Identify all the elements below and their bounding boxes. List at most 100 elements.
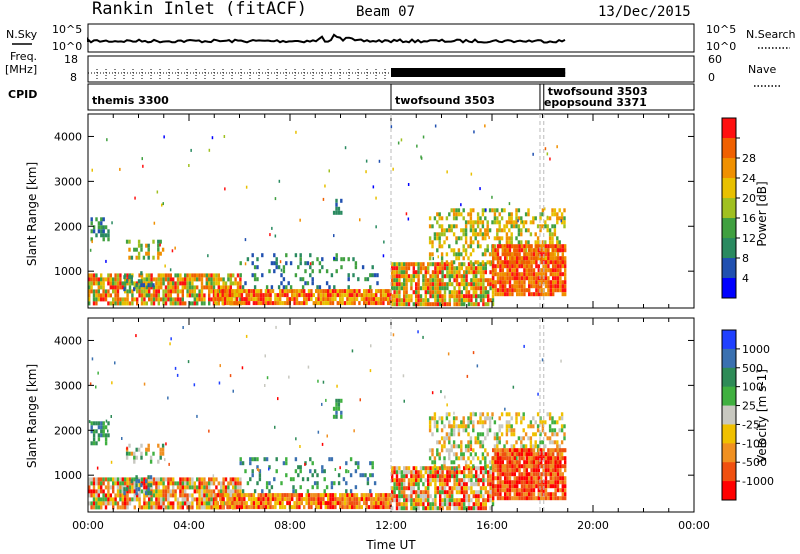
heatmap-cell (140, 279, 143, 284)
heatmap-cell (524, 228, 528, 233)
heatmap-cell (138, 281, 141, 286)
heatmap-cell (429, 474, 432, 479)
heatmap-cell (462, 232, 465, 237)
heatmap-cell (532, 484, 536, 489)
heatmap-cell (472, 290, 475, 295)
heatmap-cell (556, 468, 560, 473)
heatmap-cell (443, 502, 447, 507)
heatmap-cell (335, 269, 338, 274)
heatmap-cell (513, 452, 516, 457)
heatmap-cell (518, 244, 521, 249)
heatmap-cell (508, 292, 512, 297)
heatmap-cell (564, 460, 567, 465)
heatmap-cell (278, 179, 281, 183)
heatmap-cell (334, 468, 337, 471)
heatmap-cell (149, 491, 153, 496)
heatmap-cell (227, 277, 230, 282)
heatmap-cell (494, 268, 497, 273)
heatmap-cell (95, 497, 98, 502)
power-ylabel: Slant Range [km] (25, 162, 39, 266)
heatmap-cell (563, 220, 566, 225)
heatmap-cell (561, 464, 564, 469)
heatmap-cell (323, 489, 326, 494)
x-tick-label: 00:00 (678, 519, 710, 532)
heatmap-cell (504, 256, 507, 261)
heatmap-cell (188, 477, 192, 482)
heatmap-cell (523, 272, 526, 277)
heatmap-cell (516, 288, 519, 293)
heatmap-cell (233, 493, 236, 498)
heatmap-cell (553, 208, 557, 213)
heatmap-cell (288, 501, 291, 506)
heatmap-cell (95, 429, 98, 434)
heatmap-cell (121, 505, 124, 510)
heatmap-cell (124, 289, 127, 294)
heatmap-cell (262, 301, 265, 306)
heatmap-cell (196, 293, 199, 298)
heatmap-cell (319, 501, 323, 506)
heatmap-cell (548, 412, 552, 417)
heatmap-cell (443, 228, 446, 233)
heatmap-cell (434, 290, 437, 295)
heatmap-cell (443, 262, 447, 267)
heatmap-cell (541, 358, 544, 362)
heatmap-cell (544, 284, 548, 289)
heatmap-cell (236, 273, 240, 278)
heatmap-cell (438, 456, 441, 461)
heatmap-cell (169, 268, 172, 272)
heatmap-cell (488, 252, 492, 257)
colorbar-segment (722, 158, 736, 179)
colorbar-segment (722, 258, 736, 279)
heatmap-cell (310, 497, 313, 502)
heatmap-cell (353, 505, 356, 510)
heatmap-cell (524, 248, 528, 253)
heatmap-cell (476, 436, 480, 441)
heatmap-cell (544, 147, 547, 151)
heatmap-cell (467, 302, 471, 307)
heatmap-cell (255, 501, 258, 506)
heatmap-cell (553, 252, 557, 257)
heatmap-cell (142, 164, 144, 168)
heatmap-cell (137, 447, 141, 452)
heatmap-cell (275, 257, 278, 262)
heatmap-cell (339, 301, 342, 306)
heatmap-cell (482, 498, 485, 503)
heatmap-cell (274, 497, 277, 502)
heatmap-cell (398, 298, 401, 303)
heatmap-cell (547, 448, 550, 453)
heatmap-cell (494, 248, 497, 253)
heatmap-cell (348, 289, 351, 294)
heatmap-cell (431, 274, 435, 279)
heatmap-cell (395, 282, 399, 287)
heatmap-cell (436, 270, 439, 275)
heatmap-cell (450, 228, 453, 233)
heatmap-cell (443, 302, 447, 307)
heatmap-cell (537, 288, 540, 293)
heatmap-cell (343, 293, 347, 298)
heatmap-cell (181, 501, 184, 506)
heatmap-cell (232, 485, 235, 490)
heatmap-cell (186, 485, 189, 490)
heatmap-cell (291, 505, 294, 510)
heatmap-cell (205, 481, 208, 486)
heatmap-cell (556, 452, 560, 457)
heatmap-cell (193, 485, 196, 490)
heatmap-cell (97, 225, 101, 230)
heatmap-cell (530, 456, 533, 461)
heatmap-cell (104, 289, 108, 294)
heatmap-cell (283, 505, 287, 510)
heatmap-cell (532, 248, 536, 253)
heatmap-cell (279, 501, 282, 506)
heatmap-cell (433, 460, 437, 465)
heatmap-cell (128, 277, 132, 282)
heatmap-cell (448, 294, 451, 299)
heatmap-cell (365, 170, 367, 174)
heatmap-cell (264, 354, 266, 358)
heatmap-cell (552, 496, 555, 501)
heatmap-cell (537, 264, 540, 269)
heatmap-cell (227, 285, 230, 290)
heatmap-cell (441, 270, 444, 275)
heatmap-cell (172, 477, 175, 482)
heatmap-cell (453, 302, 456, 307)
heatmap-cell (499, 460, 502, 465)
